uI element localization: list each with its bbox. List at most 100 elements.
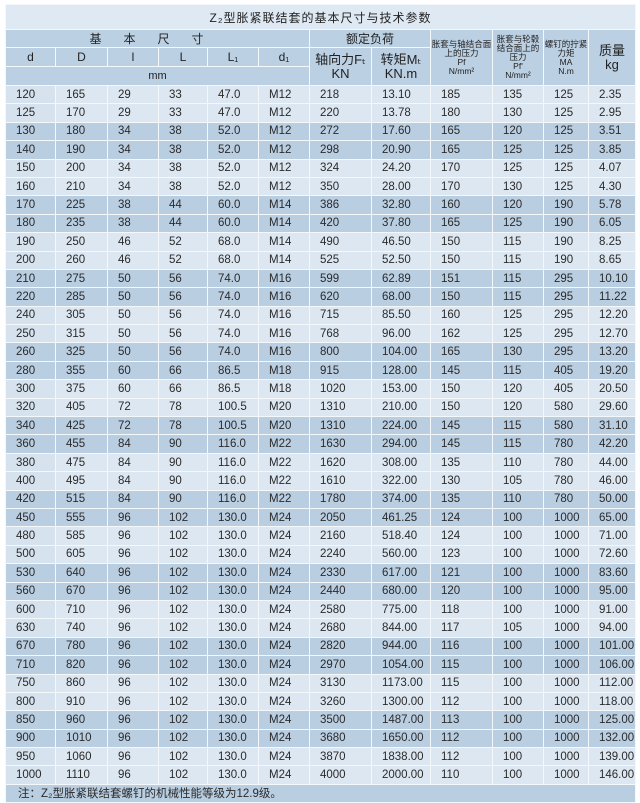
table-cell: 315	[55, 324, 108, 344]
table-cell: 115	[492, 434, 544, 454]
table-cell: 515	[55, 489, 108, 509]
table-cell: 160	[5, 176, 56, 197]
table-cell: M24	[258, 599, 310, 620]
table-cell: 1630	[309, 434, 372, 454]
table-cell: 165	[430, 342, 493, 362]
table-cell: 106.00	[587, 655, 637, 675]
table-cell: 139.00	[587, 747, 637, 767]
table-row: 400 495 84 90 116.0 M22 1610 322.00 130 105 780 46.…	[5, 471, 637, 491]
table-row: 140 190 34 38 52.0 M12 298 20.90 165 125 125 3.85	[5, 140, 637, 160]
table-cell: 530	[5, 563, 56, 583]
table-cell: M14	[258, 232, 310, 252]
table-cell: 96	[107, 655, 159, 675]
table-cell: 102	[158, 691, 208, 712]
table-cell: 72.60	[587, 544, 637, 565]
table-cell: 260	[55, 250, 108, 270]
table-cell: 102	[158, 618, 208, 638]
table-cell: 50	[107, 287, 159, 307]
table-cell: 518.40	[371, 526, 431, 546]
table-row: 170 225 38 44 60.0 M14 386 32.80 160 120 190 5.78	[5, 195, 637, 215]
table-row: 340 425 72 78 100.5 M20 1310 224.00 145 115 580 31.…	[5, 416, 637, 436]
table-cell: 130.0	[207, 618, 259, 638]
table-cell: 910	[55, 691, 108, 712]
table-cell: 130.0	[207, 636, 259, 657]
table-cell: 50	[107, 324, 159, 344]
table-cell: 780	[543, 434, 589, 454]
table-cell: 130.0	[207, 747, 259, 767]
table-cell: 220	[309, 103, 372, 123]
table-cell: 740	[55, 618, 108, 638]
table-cell: 12.70	[587, 324, 637, 344]
table-cell: 62.89	[371, 268, 431, 289]
table-cell: 31.10	[587, 416, 637, 436]
table-cell: 100.5	[207, 397, 259, 418]
table-cell: M24	[258, 673, 310, 693]
table-row: 380 475 84 90 116.0 M22 1620 308.00 135 110 780 44.…	[5, 452, 637, 473]
table-cell: 116.0	[207, 471, 259, 491]
table-cell: 180	[430, 103, 493, 123]
table-cell: 480	[5, 526, 56, 546]
header-bolt-torque-unit: N.m	[558, 65, 574, 76]
table-cell: 150	[430, 397, 493, 418]
table-cell: 800	[5, 691, 56, 712]
table-cell: 275	[55, 268, 108, 289]
table-cell: 1000	[543, 599, 589, 620]
table-cell: 105	[492, 618, 544, 638]
header-bolt-torque-symbol: MA	[559, 56, 573, 67]
table-cell: 34	[107, 121, 159, 142]
table-cell: 52.0	[207, 176, 259, 197]
table-cell: 96	[107, 691, 159, 712]
header-bolt-torque: 螺钉的拧紧力矩 MA N.m	[543, 29, 589, 86]
table-cell: 190	[543, 213, 589, 234]
table-cell: M24	[258, 544, 310, 565]
table-cell: 102	[158, 710, 208, 730]
table-cell: 2050	[309, 507, 372, 528]
table-cell: 96	[107, 526, 159, 546]
table-cell: 96	[107, 673, 159, 693]
table-cell: 112	[430, 728, 493, 749]
table-cell: 1000	[543, 765, 589, 785]
table-cell: 125	[5, 103, 56, 123]
table-cell: 4.30	[587, 176, 637, 197]
table-cell: 585	[55, 526, 108, 546]
table-cell: 224.00	[371, 416, 431, 436]
table-cell: 110	[492, 452, 544, 473]
table-cell: 66	[158, 379, 208, 399]
table-cell: 1060	[55, 747, 108, 767]
table-cell: 50	[107, 342, 159, 362]
table-cell: 400	[5, 471, 56, 491]
header-bolt-torque-label: 螺钉的拧紧力矩	[544, 38, 588, 58]
table-row: 750 860 96 102 130.0 M24 3130 1173.00 115 100 1000…	[5, 673, 637, 693]
table-cell: 1000	[5, 765, 56, 785]
table-cell: M20	[258, 416, 310, 436]
table-cell: 285	[55, 287, 108, 307]
table-cell: 2330	[309, 563, 372, 583]
table-cell: 165	[430, 213, 493, 234]
header-pressure-shaft: 胀套与轴结合面上的压力 Pf N/mm²	[430, 29, 493, 86]
table-cell: 1310	[309, 397, 372, 418]
table-cell: 102	[158, 747, 208, 767]
table-cell: 60.0	[207, 213, 259, 234]
table-cell: 130.0	[207, 599, 259, 620]
table-cell: 124	[430, 526, 493, 546]
table-cell: M24	[258, 655, 310, 675]
table-cell: 145	[430, 360, 493, 381]
table-cell: 374.00	[371, 489, 431, 509]
table-cell: 110	[430, 765, 493, 785]
table-cell: 100	[492, 581, 544, 601]
table-cell: M12	[258, 121, 310, 142]
table-cell: 74.0	[207, 342, 259, 362]
table-cell: 170	[430, 158, 493, 178]
table-cell: 100	[492, 599, 544, 620]
table-cell: 150	[430, 379, 493, 399]
spec-table-container: Z₂型胀紧联结套的基本尺寸与技术参数 基本尺寸 额定负荷 胀套与轴结合面上的压力…	[4, 4, 637, 803]
table-cell: 96	[107, 710, 159, 730]
table-cell: 120	[5, 84, 56, 105]
table-cell: 151	[430, 268, 493, 289]
table-cell: 280	[5, 360, 56, 381]
table-cell: 10.10	[587, 268, 637, 289]
table-cell: 90	[158, 434, 208, 454]
table-cell: 102	[158, 765, 208, 785]
header-axial-force-unit: KN	[331, 65, 350, 81]
table-cell: M24	[258, 581, 310, 601]
